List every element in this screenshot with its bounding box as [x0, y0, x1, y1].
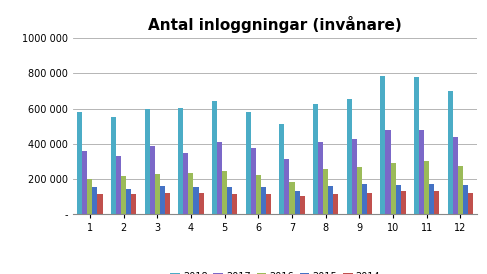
- Bar: [93, 187, 97, 214]
- Bar: [295, 191, 300, 214]
- Bar: [155, 174, 160, 214]
- Legend: 2018, 2017, 2016, 2015, 2014: 2018, 2017, 2016, 2015, 2014: [167, 268, 384, 274]
- Bar: [145, 109, 150, 214]
- Bar: [193, 187, 199, 214]
- Bar: [199, 193, 204, 214]
- Bar: [468, 193, 473, 214]
- Bar: [121, 176, 126, 214]
- Bar: [212, 101, 217, 214]
- Bar: [458, 166, 463, 214]
- Bar: [434, 191, 439, 214]
- Bar: [126, 189, 131, 214]
- Bar: [266, 193, 271, 214]
- Bar: [313, 104, 318, 214]
- Bar: [188, 173, 193, 214]
- Bar: [87, 179, 93, 214]
- Bar: [395, 185, 401, 214]
- Bar: [419, 130, 424, 214]
- Bar: [256, 175, 261, 214]
- Bar: [318, 142, 323, 214]
- Bar: [289, 182, 295, 214]
- Bar: [280, 124, 284, 214]
- Bar: [323, 169, 328, 214]
- Bar: [222, 171, 227, 214]
- Bar: [328, 186, 333, 214]
- Bar: [367, 193, 372, 214]
- Bar: [414, 77, 419, 214]
- Bar: [97, 195, 103, 214]
- Bar: [261, 187, 266, 214]
- Bar: [391, 163, 395, 214]
- Bar: [165, 193, 170, 214]
- Bar: [77, 112, 82, 214]
- Bar: [131, 195, 136, 214]
- Bar: [448, 91, 453, 214]
- Bar: [111, 117, 116, 214]
- Bar: [227, 187, 232, 214]
- Title: Antal inloggningar (invånare): Antal inloggningar (invånare): [148, 16, 402, 33]
- Bar: [362, 184, 367, 214]
- Bar: [333, 193, 338, 214]
- Bar: [160, 186, 165, 214]
- Bar: [386, 130, 391, 214]
- Bar: [251, 148, 256, 214]
- Bar: [82, 151, 87, 214]
- Bar: [357, 167, 362, 214]
- Bar: [300, 196, 305, 214]
- Bar: [232, 193, 237, 214]
- Bar: [453, 138, 458, 214]
- Bar: [284, 159, 289, 214]
- Bar: [352, 139, 357, 214]
- Bar: [463, 185, 468, 214]
- Bar: [424, 161, 429, 214]
- Bar: [347, 99, 352, 214]
- Bar: [380, 76, 386, 214]
- Bar: [116, 156, 121, 214]
- Bar: [150, 146, 155, 214]
- Bar: [245, 112, 251, 214]
- Bar: [178, 108, 184, 214]
- Bar: [429, 184, 434, 214]
- Bar: [184, 153, 188, 214]
- Bar: [217, 142, 222, 214]
- Bar: [401, 191, 406, 214]
